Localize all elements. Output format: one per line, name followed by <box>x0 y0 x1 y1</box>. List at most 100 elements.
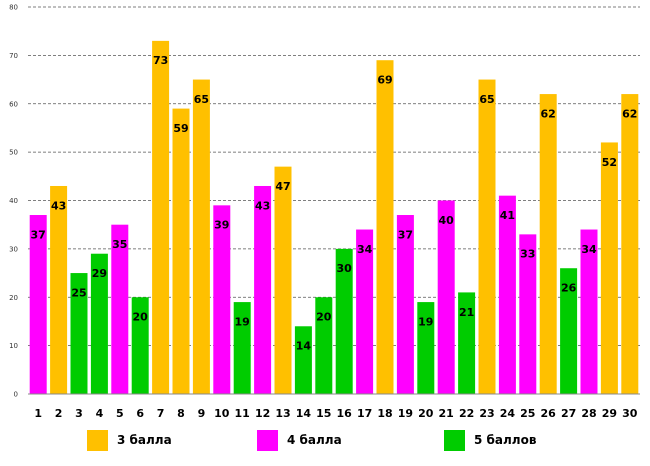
data-label-23: 65 <box>479 93 494 106</box>
x-tick-label-5: 5 <box>116 407 124 420</box>
y-tick-label: 10 <box>9 342 18 350</box>
y-tick-label: 60 <box>9 100 18 108</box>
x-tick-label-24: 24 <box>500 407 516 420</box>
legend-label-3: 3 балла <box>117 433 172 447</box>
bar-17 <box>356 229 374 394</box>
x-tick-label-4: 4 <box>96 407 104 420</box>
data-label-4: 29 <box>92 267 107 280</box>
x-tick-label-14: 14 <box>296 407 312 420</box>
bar-13 <box>274 166 292 394</box>
x-tick-label-26: 26 <box>541 407 557 420</box>
data-labels: 37 43 25 29 35 20 73 59 65 39 19 43 47 14 20 30 34 69 37 19… <box>31 54 638 352</box>
data-label-1: 37 <box>31 228 46 241</box>
bar-14 <box>294 326 312 394</box>
y-tick-label: 20 <box>9 294 18 302</box>
x-tick-label-11: 11 <box>235 407 250 420</box>
data-label-17: 34 <box>357 243 373 256</box>
y-tick-label: 50 <box>9 149 18 157</box>
bar-6 <box>131 297 149 394</box>
x-tick-label-1: 1 <box>34 407 42 420</box>
bar-16 <box>335 248 353 394</box>
bar-5 <box>111 224 129 394</box>
x-tick-label-12: 12 <box>255 407 270 420</box>
x-tick-label-17: 17 <box>357 407 372 420</box>
x-tick-label-22: 22 <box>459 407 474 420</box>
data-label-14: 14 <box>296 340 312 353</box>
bar-27 <box>560 268 578 394</box>
legend-label-4: 4 балла <box>287 433 342 447</box>
bar-22 <box>458 292 476 394</box>
data-label-13: 47 <box>275 180 290 193</box>
y-tick-label: 30 <box>9 245 18 253</box>
data-label-11: 19 <box>235 315 250 328</box>
data-label-20: 19 <box>418 315 433 328</box>
x-tick-label-28: 28 <box>581 407 596 420</box>
y-axis-ticks: 0 10 20 30 40 50 60 70 80 <box>9 4 18 399</box>
data-label-6: 20 <box>133 311 149 324</box>
data-label-12: 43 <box>255 199 270 212</box>
x-tick-label-19: 19 <box>398 407 413 420</box>
legend-item-4: 4 балла <box>257 428 342 452</box>
data-label-30: 62 <box>622 107 637 120</box>
data-label-26: 62 <box>541 107 556 120</box>
bar-26 <box>539 94 557 394</box>
data-label-10: 39 <box>214 219 229 232</box>
bar-24 <box>498 195 516 394</box>
x-tick-label-6: 6 <box>136 407 144 420</box>
data-label-7: 73 <box>153 54 168 67</box>
bar-2 <box>50 185 68 394</box>
bar-29 <box>600 142 618 394</box>
bar-3 <box>70 273 88 394</box>
bar-9 <box>192 79 210 394</box>
data-label-16: 30 <box>337 262 353 275</box>
x-tick-label-20: 20 <box>418 407 434 420</box>
bar-4 <box>90 253 108 394</box>
legend-swatch-4 <box>257 429 278 451</box>
data-label-27: 26 <box>561 282 577 295</box>
data-label-2: 43 <box>51 199 66 212</box>
legend-swatch-3 <box>87 429 108 451</box>
x-tick-label-21: 21 <box>439 407 454 420</box>
data-label-15: 20 <box>316 311 332 324</box>
x-tick-label-29: 29 <box>602 407 617 420</box>
bar-1 <box>29 215 47 394</box>
data-label-22: 21 <box>459 306 474 319</box>
x-tick-label-3: 3 <box>75 407 83 420</box>
x-tick-label-15: 15 <box>316 407 331 420</box>
legend-swatch-5 <box>444 429 465 451</box>
x-tick-label-27: 27 <box>561 407 576 420</box>
data-label-9: 65 <box>194 93 209 106</box>
bar-11 <box>233 302 251 394</box>
x-axis-ticks: 1 2 3 4 5 6 7 8 9 10 11 12 13 14 15 16 17 18 19 20 21 22 23 24 2… <box>34 407 637 420</box>
data-label-18: 69 <box>377 74 392 87</box>
legend-label-5: 5 баллов <box>474 433 537 447</box>
bar-8 <box>172 108 190 395</box>
data-label-29: 52 <box>602 156 617 169</box>
bar-12 <box>254 185 272 394</box>
bar-28 <box>580 229 598 394</box>
bar-25 <box>519 234 537 394</box>
bar-15 <box>315 297 333 394</box>
legend-item-3: 3 балла <box>87 428 172 452</box>
bar-19 <box>396 215 414 394</box>
bar-30 <box>621 94 639 394</box>
x-tick-label-9: 9 <box>198 407 206 420</box>
bar-18 <box>376 60 394 395</box>
y-tick-label: 0 <box>14 391 18 399</box>
x-tick-label-8: 8 <box>177 407 185 420</box>
bars <box>29 40 639 395</box>
y-tick-label: 80 <box>9 4 18 12</box>
bar-10 <box>213 205 231 394</box>
x-tick-label-13: 13 <box>275 407 290 420</box>
y-tick-label: 40 <box>9 197 18 205</box>
x-tick-label-7: 7 <box>157 407 165 420</box>
x-tick-label-30: 30 <box>622 407 638 420</box>
bar-7 <box>152 40 170 395</box>
data-label-28: 34 <box>581 243 597 256</box>
y-tick-label: 70 <box>9 52 18 60</box>
data-label-21: 40 <box>439 214 455 227</box>
bar-21 <box>437 200 455 394</box>
bar-23 <box>478 79 496 394</box>
x-tick-label-18: 18 <box>377 407 392 420</box>
